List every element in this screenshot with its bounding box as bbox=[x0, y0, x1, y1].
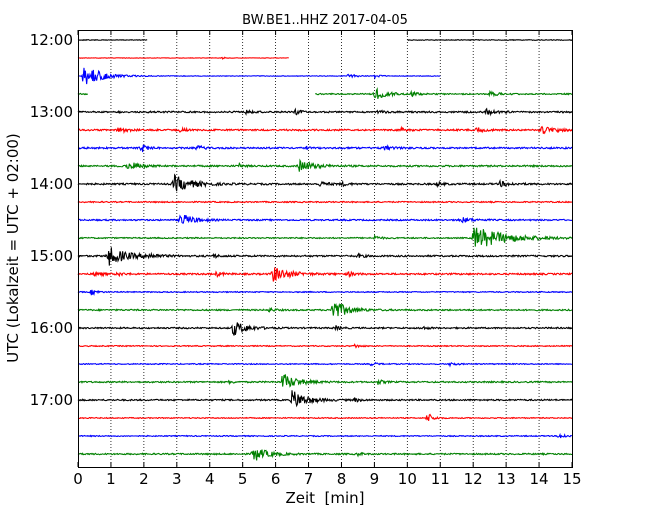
x-tick-label: 3 bbox=[172, 470, 182, 488]
x-tick-label: 13 bbox=[497, 470, 516, 488]
trace-1315 bbox=[77, 125, 573, 135]
y-tick-label: 13:00 bbox=[30, 103, 73, 121]
x-tick-label: 6 bbox=[271, 470, 281, 488]
x-tick-label: 5 bbox=[238, 470, 248, 488]
trace-1515 bbox=[77, 267, 573, 282]
trace-1345 bbox=[77, 158, 573, 172]
x-axis-label: Zeit [min] bbox=[285, 489, 364, 507]
plot-frame bbox=[78, 30, 573, 468]
trace-1615 bbox=[78, 343, 573, 349]
trace-1730 bbox=[77, 432, 573, 439]
trace-1600 bbox=[77, 322, 573, 336]
trace-1430 bbox=[77, 214, 573, 224]
trace-1215 bbox=[77, 56, 289, 60]
y-tick-label: 14:00 bbox=[30, 175, 73, 193]
x-tick-label: 2 bbox=[139, 470, 149, 488]
trace-1630 bbox=[77, 361, 573, 368]
trace-1200 bbox=[77, 38, 573, 42]
trace-1745 bbox=[77, 449, 573, 461]
x-tick-label: 10 bbox=[398, 470, 417, 488]
y-tick-label: 12:00 bbox=[30, 31, 73, 49]
x-tick-label: 4 bbox=[205, 470, 215, 488]
vertical-grid bbox=[110, 30, 540, 467]
y-tick-label: 15:00 bbox=[30, 247, 73, 265]
trace-1530 bbox=[77, 289, 573, 296]
y-tick-label: 17:00 bbox=[30, 391, 73, 409]
y-tick-label: 16:00 bbox=[30, 319, 73, 337]
x-tick-label: 11 bbox=[431, 470, 450, 488]
x-tick-label: 15 bbox=[562, 470, 581, 488]
trace-1500 bbox=[77, 247, 573, 266]
x-tick-label: 9 bbox=[370, 470, 380, 488]
y-axis-label: UTC (Lokalzeit = UTC + 02:00) bbox=[4, 133, 22, 363]
trace-1245 bbox=[77, 87, 573, 99]
x-tick-label: 7 bbox=[304, 470, 314, 488]
trace-1400 bbox=[77, 173, 573, 192]
x-axis-ticks: 0 1 2 3 4 5 6 7 8 9 10 11 12 13 14 15 bbox=[73, 30, 582, 488]
trace-1330 bbox=[77, 144, 573, 153]
trace-1445 bbox=[77, 227, 573, 247]
x-tick-label: 0 bbox=[73, 470, 83, 488]
trace-1545 bbox=[77, 302, 573, 317]
x-tick-label: 1 bbox=[106, 470, 116, 488]
y-axis-ticks: 12:00 13:00 14:00 15:00 16:00 17:00 bbox=[30, 31, 572, 409]
trace-1300 bbox=[77, 107, 573, 117]
x-tick-label: 14 bbox=[530, 470, 549, 488]
trace-1230 bbox=[77, 67, 441, 85]
trace-1715 bbox=[77, 413, 573, 421]
trace-lines bbox=[77, 38, 573, 461]
x-tick-label: 8 bbox=[337, 470, 347, 488]
trace-1645 bbox=[77, 374, 573, 388]
trace-1700 bbox=[77, 390, 573, 408]
trace-1415 bbox=[77, 200, 573, 204]
x-tick-label: 12 bbox=[464, 470, 483, 488]
chart-title: BW.BE1..HHZ 2017-04-05 bbox=[242, 13, 408, 28]
